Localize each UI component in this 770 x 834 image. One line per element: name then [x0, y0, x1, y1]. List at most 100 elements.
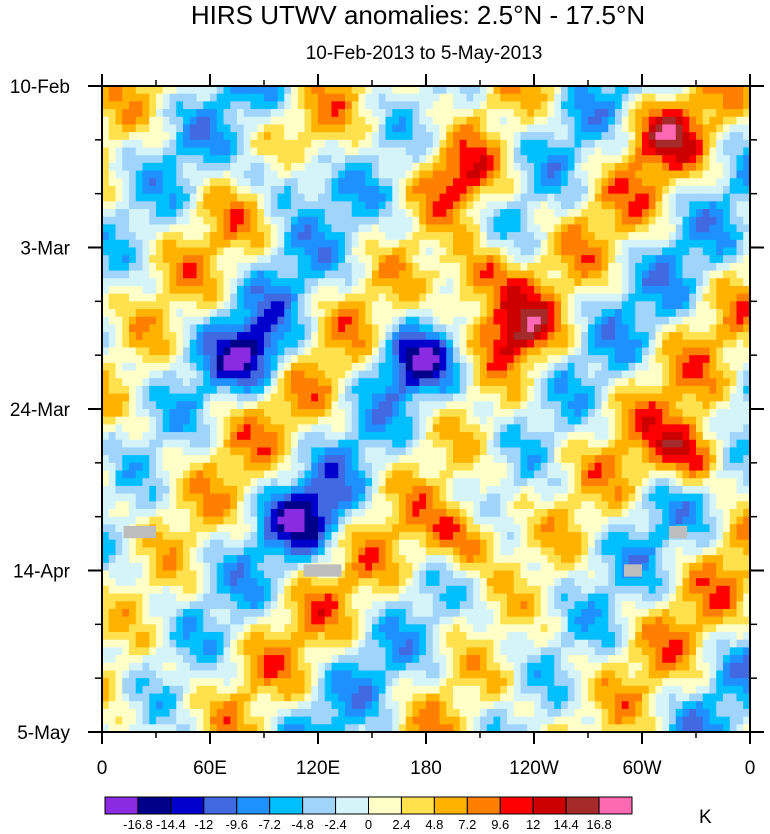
field-cell — [588, 285, 596, 295]
field-cell — [405, 316, 414, 326]
field-cell — [567, 285, 576, 295]
field-cell — [311, 332, 319, 341]
field-cell — [439, 139, 447, 149]
field-cell — [230, 339, 238, 349]
field-cell — [466, 432, 474, 441]
field-cell — [318, 424, 326, 433]
field-cell — [183, 362, 191, 372]
field-cell — [601, 439, 609, 449]
field-cell — [318, 355, 326, 364]
field-cell — [608, 116, 616, 126]
field-cell — [250, 455, 258, 464]
field-cell — [365, 224, 373, 233]
field-cell — [378, 224, 387, 233]
field-cell — [432, 86, 441, 95]
field-cell — [419, 447, 427, 456]
field-cell — [459, 362, 468, 372]
field-cell — [365, 432, 373, 441]
field-cell — [270, 170, 279, 179]
field-cell — [183, 470, 191, 479]
field-cell — [102, 401, 110, 410]
field-cell — [655, 239, 663, 249]
field-cell — [513, 301, 522, 310]
field-cell — [176, 424, 184, 433]
field-cell — [743, 170, 750, 179]
field-cell — [324, 155, 333, 164]
field-cell — [365, 216, 373, 226]
field-cell — [230, 432, 238, 441]
field-cell — [709, 455, 717, 464]
field-cell — [169, 147, 177, 156]
field-cell — [459, 185, 468, 195]
field-cell — [527, 101, 535, 110]
field-cell — [453, 355, 461, 364]
field-cell — [115, 224, 123, 233]
field-cell — [675, 270, 684, 279]
field-cell — [655, 201, 663, 210]
field-cell — [574, 385, 582, 395]
field-cell — [513, 385, 522, 395]
field-cell — [385, 185, 393, 195]
field-cell — [270, 362, 279, 372]
field-cell — [149, 339, 157, 349]
field-cell — [318, 378, 326, 387]
field-cell — [223, 139, 231, 149]
field-cell — [621, 470, 630, 479]
field-cell — [500, 239, 508, 249]
field-cell — [176, 278, 184, 287]
field-cell — [183, 462, 191, 472]
field-cell — [284, 324, 292, 333]
field-cell — [736, 401, 744, 410]
field-cell — [453, 193, 461, 202]
field-cell — [338, 262, 346, 272]
field-cell — [189, 432, 198, 441]
field-cell — [662, 86, 670, 95]
field-cell — [405, 324, 414, 333]
field-cell — [149, 424, 157, 433]
field-cell — [527, 178, 535, 187]
field-cell — [189, 447, 198, 456]
field-cell — [129, 155, 137, 164]
field-cell — [345, 332, 353, 341]
field-cell — [459, 447, 468, 456]
field-cell — [230, 478, 238, 487]
field-cell — [399, 432, 407, 441]
field-cell — [196, 316, 204, 326]
field-cell — [115, 255, 123, 264]
field-cell — [392, 162, 400, 172]
field-cell — [345, 93, 353, 102]
field-cell — [520, 355, 528, 364]
field-cell — [183, 455, 191, 464]
field-cell — [581, 93, 589, 102]
field-cell — [358, 416, 366, 425]
field-cell — [304, 132, 312, 141]
field-cell — [230, 255, 238, 264]
field-cell — [513, 355, 522, 364]
field-cell — [284, 401, 292, 410]
field-cell — [561, 439, 569, 449]
field-cell — [156, 339, 164, 349]
field-cell — [723, 301, 731, 310]
field-cell — [392, 139, 400, 149]
field-cell — [615, 162, 623, 172]
field-cell — [324, 270, 333, 279]
field-cell — [696, 401, 704, 410]
field-cell — [574, 255, 582, 264]
field-cell — [405, 439, 414, 449]
field-cell — [574, 301, 582, 310]
field-cell — [743, 209, 750, 218]
field-cell — [459, 170, 468, 179]
field-cell — [628, 409, 636, 418]
field-cell — [189, 347, 198, 356]
field-cell — [405, 455, 414, 464]
field-cell — [432, 124, 441, 133]
field-cell — [142, 432, 150, 441]
field-cell — [453, 439, 461, 449]
field-cell — [264, 109, 272, 118]
field-cell — [358, 301, 366, 310]
field-cell — [453, 109, 461, 118]
field-cell — [500, 393, 508, 402]
field-cell — [419, 101, 427, 110]
field-cell — [446, 447, 454, 456]
field-cell — [648, 86, 657, 95]
